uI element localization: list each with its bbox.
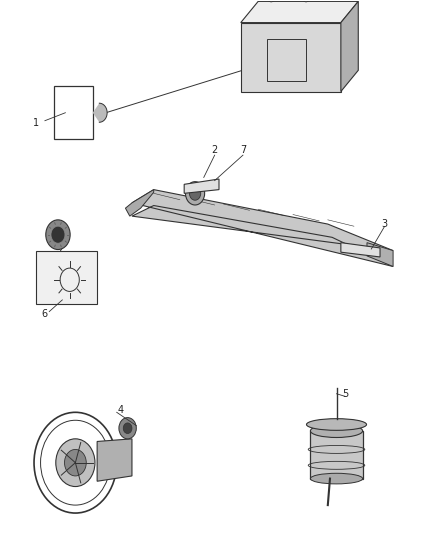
Circle shape (189, 187, 201, 200)
Circle shape (185, 182, 205, 205)
Polygon shape (241, 22, 341, 92)
Circle shape (56, 439, 95, 487)
Polygon shape (367, 243, 393, 266)
Circle shape (302, 0, 310, 2)
Circle shape (46, 220, 70, 249)
Circle shape (123, 423, 132, 433)
Text: 5: 5 (342, 389, 348, 399)
Polygon shape (97, 439, 132, 481)
Text: 7: 7 (240, 145, 246, 155)
Text: 3: 3 (381, 219, 388, 229)
Text: 6: 6 (42, 309, 48, 319)
Text: 4: 4 (118, 405, 124, 415)
Circle shape (119, 418, 136, 439)
Polygon shape (311, 431, 363, 479)
Polygon shape (132, 190, 393, 266)
Circle shape (267, 0, 275, 2)
Ellipse shape (311, 424, 363, 438)
Polygon shape (125, 190, 154, 216)
Polygon shape (241, 2, 358, 22)
Polygon shape (184, 179, 219, 193)
Text: 2: 2 (212, 145, 218, 155)
Ellipse shape (307, 419, 367, 430)
Polygon shape (341, 243, 380, 257)
Circle shape (51, 226, 65, 243)
Polygon shape (36, 251, 97, 304)
Ellipse shape (311, 473, 363, 484)
Circle shape (64, 449, 86, 476)
Polygon shape (341, 2, 358, 92)
Text: 1: 1 (33, 118, 39, 128)
Polygon shape (93, 103, 107, 122)
